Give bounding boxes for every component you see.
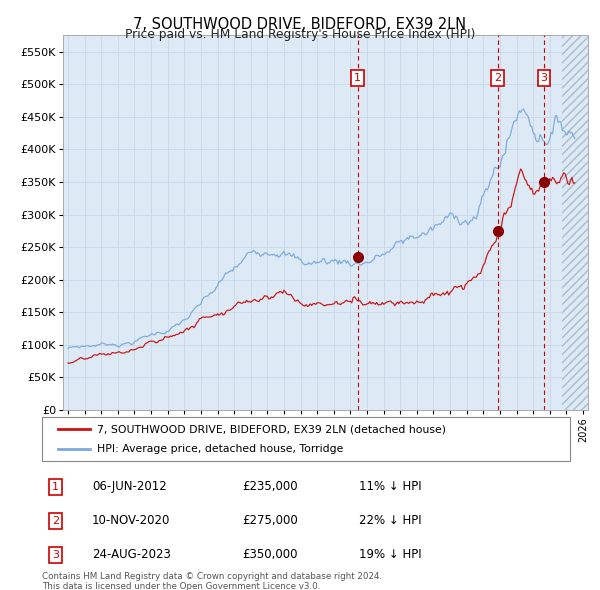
Text: 7, SOUTHWOOD DRIVE, BIDEFORD, EX39 2LN (detached house): 7, SOUTHWOOD DRIVE, BIDEFORD, EX39 2LN (… [97, 424, 446, 434]
Text: 3: 3 [52, 550, 59, 560]
Text: 3: 3 [541, 73, 547, 83]
Bar [562, 35, 588, 410]
Text: 24-AUG-2023: 24-AUG-2023 [92, 548, 171, 562]
Text: This data is licensed under the Open Government Licence v3.0.: This data is licensed under the Open Gov… [42, 582, 320, 590]
Text: 1: 1 [354, 73, 361, 83]
Text: £275,000: £275,000 [242, 514, 298, 527]
Text: 19% ↓ HPI: 19% ↓ HPI [359, 548, 421, 562]
Text: HPI: Average price, detached house, Torridge: HPI: Average price, detached house, Torr… [97, 444, 344, 454]
Text: 1: 1 [52, 482, 59, 491]
Text: 2: 2 [52, 516, 59, 526]
Text: Price paid vs. HM Land Registry's House Price Index (HPI): Price paid vs. HM Land Registry's House … [125, 28, 475, 41]
Text: 10-NOV-2020: 10-NOV-2020 [92, 514, 170, 527]
Text: 7, SOUTHWOOD DRIVE, BIDEFORD, EX39 2LN: 7, SOUTHWOOD DRIVE, BIDEFORD, EX39 2LN [133, 17, 467, 31]
Text: 06-JUN-2012: 06-JUN-2012 [92, 480, 167, 493]
Text: 11% ↓ HPI: 11% ↓ HPI [359, 480, 421, 493]
Text: £235,000: £235,000 [242, 480, 298, 493]
Text: Contains HM Land Registry data © Crown copyright and database right 2024.: Contains HM Land Registry data © Crown c… [42, 572, 382, 581]
Text: £350,000: £350,000 [242, 548, 298, 562]
Text: 2: 2 [494, 73, 501, 83]
FancyBboxPatch shape [42, 417, 570, 461]
Text: 22% ↓ HPI: 22% ↓ HPI [359, 514, 421, 527]
